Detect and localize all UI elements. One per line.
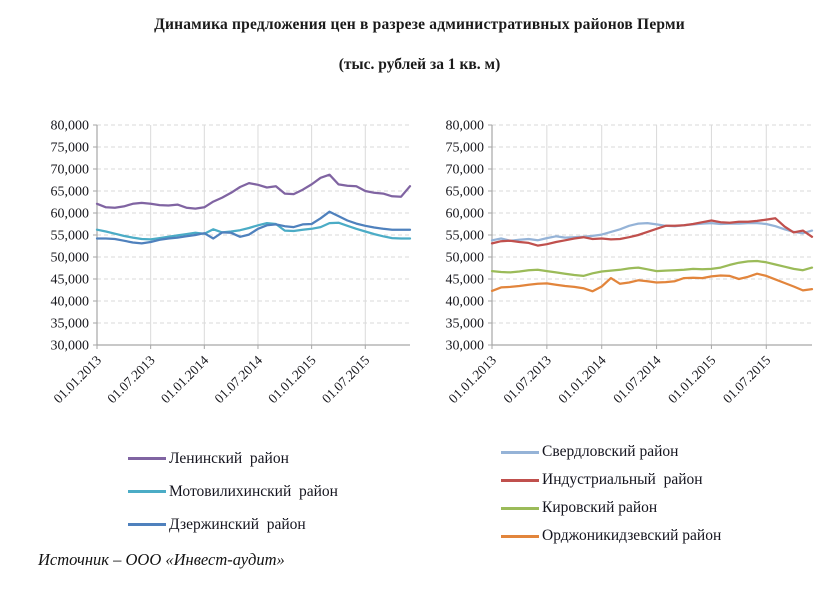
y-tick-label: 30,000 — [51, 339, 90, 354]
legend-line-swatch — [501, 506, 539, 510]
legend-line-swatch — [128, 490, 166, 493]
legend-item: Индустриальный район — [501, 466, 721, 494]
legend-line-swatch — [501, 534, 539, 538]
series-line — [490, 272, 814, 293]
legend-item: Ленинский район — [128, 442, 338, 475]
legend-label: Кировский район — [542, 499, 658, 516]
legend-label: Мотовилихинский район — [169, 482, 338, 500]
legend-item: Свердловский район — [501, 438, 721, 466]
chart-title: Динамика предложения цен в разрезе админ… — [154, 16, 685, 33]
x-tick-label: 01.01.2013 — [446, 352, 500, 406]
y-tick-label: 80,000 — [446, 119, 485, 134]
left-chart-legend: Ленинский район Мотовилихинский район Дзер… — [128, 442, 338, 541]
y-tick-label: 75,000 — [446, 141, 485, 156]
legend-line-swatch — [128, 457, 166, 460]
y-tick-label: 75,000 — [51, 141, 90, 156]
series-line — [95, 173, 412, 210]
legend-label: Дзержинский район — [169, 515, 306, 533]
x-tick-label: 01.07.2014 — [610, 352, 664, 406]
legend-item: Кировский район — [501, 494, 721, 522]
right-chart-legend: Свердловский район Индустриальный район Ки… — [501, 438, 721, 550]
y-tick-label: 30,000 — [446, 339, 485, 354]
legend-item: Дзержинский район — [128, 508, 338, 541]
series-line — [95, 221, 412, 241]
left-chart: 30,000 35,000 40,000 45,000 50,000 55,000 60,0… — [51, 119, 412, 406]
y-tick-label: 55,000 — [51, 229, 90, 244]
x-tick-label: 01.07.2015 — [720, 352, 774, 406]
y-tick-label: 50,000 — [51, 251, 90, 266]
legend-item: Мотовилихинский район — [128, 475, 338, 508]
y-tick-label: 40,000 — [51, 295, 90, 310]
chart-subtitle: (тыс. рублей за 1 кв. м) — [338, 56, 501, 73]
x-tick-label: 01.01.2015 — [665, 352, 719, 406]
y-tick-label: 60,000 — [446, 207, 485, 222]
legend-label: Ленинский район — [169, 449, 289, 467]
legend-line-swatch — [128, 523, 166, 526]
series-line — [490, 217, 814, 247]
y-tick-label: 70,000 — [446, 163, 485, 178]
x-tick-label: 01.01.2014 — [158, 352, 212, 406]
x-tick-label: 01.07.2014 — [212, 352, 266, 406]
legend-label: Орджоникидзевский район — [542, 527, 722, 544]
x-tick-label: 01.07.2013 — [500, 352, 554, 406]
legend-label: Свердловский район — [542, 443, 679, 460]
x-tick-label: 01.01.2015 — [265, 352, 319, 406]
y-tick-label: 55,000 — [446, 229, 485, 244]
x-tick-label: 01.07.2015 — [319, 352, 373, 406]
series-line — [490, 259, 814, 278]
y-tick-label: 35,000 — [51, 317, 90, 332]
y-tick-label: 65,000 — [446, 185, 485, 200]
y-tick-label: 80,000 — [51, 119, 90, 134]
right-chart: 30,000 35,000 40,000 45,000 50,000 55,000 60,0… — [446, 119, 814, 406]
source-note: Источник – ООО «Инвест-аудит» — [38, 550, 285, 569]
x-tick-label: 01.07.2013 — [104, 352, 158, 406]
y-tick-label: 70,000 — [51, 163, 90, 178]
legend-label: Индустриальный район — [542, 471, 703, 488]
series-line — [490, 221, 814, 242]
x-tick-label: 01.01.2014 — [555, 352, 609, 406]
y-tick-label: 35,000 — [446, 317, 485, 332]
y-tick-label: 40,000 — [446, 295, 485, 310]
legend-line-swatch — [501, 450, 539, 454]
series-line — [95, 210, 412, 245]
y-tick-label: 65,000 — [51, 185, 90, 200]
y-tick-label: 60,000 — [51, 207, 90, 222]
y-tick-label: 50,000 — [446, 251, 485, 266]
x-tick-label: 01.01.2013 — [51, 352, 105, 406]
legend-line-swatch — [501, 478, 539, 482]
legend-item: Орджоникидзевский район — [501, 522, 721, 550]
y-tick-label: 45,000 — [446, 273, 485, 288]
y-tick-label: 45,000 — [51, 273, 90, 288]
